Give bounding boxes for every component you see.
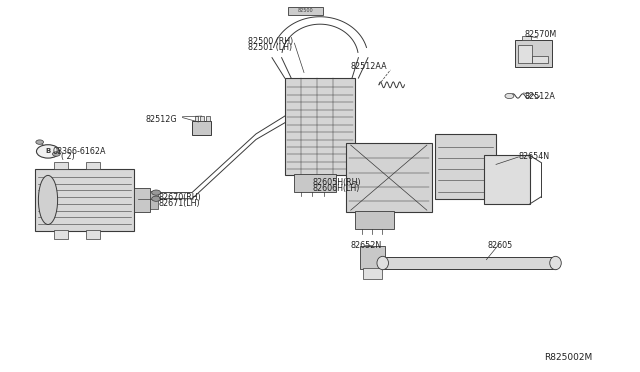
Circle shape <box>152 190 161 195</box>
Circle shape <box>505 93 514 99</box>
Circle shape <box>152 196 161 201</box>
Text: ( 2): ( 2) <box>61 153 74 161</box>
Text: 82501 (LH): 82501 (LH) <box>248 43 292 52</box>
Text: 82670(RH): 82670(RH) <box>159 193 202 202</box>
Bar <box>383 257 556 269</box>
Text: 82512A: 82512A <box>525 92 556 101</box>
Bar <box>200 116 204 121</box>
Bar <box>360 246 385 269</box>
Bar <box>35 169 134 231</box>
Bar <box>206 116 210 121</box>
Bar <box>355 211 394 229</box>
Circle shape <box>36 145 60 158</box>
Bar <box>346 143 432 212</box>
Text: 08366-6162A: 08366-6162A <box>52 147 106 155</box>
Bar <box>86 230 100 239</box>
Bar <box>54 162 68 169</box>
Circle shape <box>52 152 60 156</box>
Bar <box>285 78 355 175</box>
Bar <box>515 40 552 67</box>
Bar <box>363 268 382 279</box>
Bar <box>518 45 532 63</box>
Bar <box>435 134 496 199</box>
Text: 82652N: 82652N <box>351 241 382 250</box>
Text: 82606H(LH): 82606H(LH) <box>312 184 360 193</box>
Text: 82512G: 82512G <box>146 115 177 124</box>
Text: 82605H(RH): 82605H(RH) <box>312 178 361 187</box>
Text: 82500 (RH): 82500 (RH) <box>248 37 294 46</box>
Bar <box>532 56 548 63</box>
Bar <box>195 116 198 121</box>
Ellipse shape <box>377 256 388 270</box>
Bar <box>288 7 323 15</box>
Bar <box>150 191 158 209</box>
Text: 82500: 82500 <box>298 8 313 13</box>
Ellipse shape <box>38 175 58 224</box>
Text: 82671(LH): 82671(LH) <box>159 199 200 208</box>
Bar <box>86 162 100 169</box>
Bar <box>134 187 150 212</box>
Text: B: B <box>45 148 51 154</box>
Bar <box>484 155 530 204</box>
Ellipse shape <box>550 256 561 270</box>
Text: 82605: 82605 <box>488 241 513 250</box>
Bar <box>192 121 211 135</box>
Circle shape <box>36 140 44 144</box>
Bar <box>522 36 531 40</box>
Text: 82570M: 82570M <box>525 30 557 39</box>
Text: R825002M: R825002M <box>544 353 592 362</box>
Bar <box>294 174 336 192</box>
Text: 82654N: 82654N <box>518 152 550 161</box>
Bar <box>54 230 68 239</box>
Text: 82512AA: 82512AA <box>351 62 387 71</box>
